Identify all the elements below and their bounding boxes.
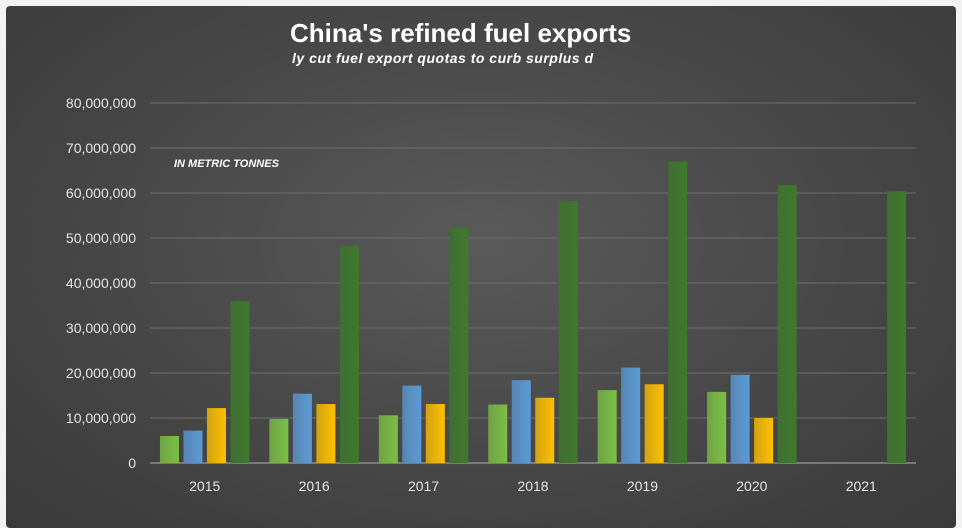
bar-shade bbox=[887, 191, 907, 463]
bar-shade bbox=[449, 227, 469, 463]
chart-title: China's refined fuel exports bbox=[290, 18, 631, 48]
y-tick-label: 80,000,000 bbox=[66, 95, 136, 111]
bar-shade bbox=[269, 418, 289, 463]
units-annotation: IN METRIC TONNES bbox=[174, 158, 280, 170]
bar-shade bbox=[378, 415, 398, 463]
x-tick-label: 2021 bbox=[846, 478, 877, 494]
x-tick-label: 2019 bbox=[627, 478, 658, 494]
bar-shade bbox=[183, 430, 203, 463]
bar-shade bbox=[777, 184, 797, 463]
bar-shade bbox=[644, 384, 664, 463]
bar-shade bbox=[488, 404, 508, 463]
bar-shade bbox=[511, 380, 531, 463]
bar-shade bbox=[230, 301, 250, 463]
gridlines bbox=[150, 102, 916, 464]
x-axis: 2015 2016 2017 2018 2019 2020 2021 bbox=[189, 478, 877, 494]
bar-shade bbox=[339, 246, 359, 463]
y-tick-label: 40,000,000 bbox=[66, 275, 136, 291]
bar-shade bbox=[159, 436, 179, 463]
bar-shade bbox=[668, 161, 688, 463]
y-tick-label: 70,000,000 bbox=[66, 140, 136, 156]
y-tick-label: 20,000,000 bbox=[66, 365, 136, 381]
bar-shade bbox=[292, 393, 312, 463]
chart-frame: China's refined fuel exports ly cut fuel… bbox=[6, 6, 956, 528]
bar-chart: China's refined fuel exports ly cut fuel… bbox=[66, 18, 916, 494]
chart-subtitle: ly cut fuel export quotas to curb surplu… bbox=[292, 50, 594, 66]
y-tick-label: 30,000,000 bbox=[66, 320, 136, 336]
x-tick-label: 2016 bbox=[299, 478, 330, 494]
x-tick-label: 2017 bbox=[408, 478, 439, 494]
bar-shade bbox=[730, 374, 750, 463]
bars bbox=[159, 161, 907, 463]
bar-shade bbox=[707, 391, 727, 463]
y-tick-label: 0 bbox=[128, 455, 136, 471]
bar-shade bbox=[425, 404, 445, 463]
bar-shade bbox=[558, 201, 578, 463]
y-tick-label: 50,000,000 bbox=[66, 230, 136, 246]
bar-shade bbox=[621, 367, 641, 463]
x-tick-label: 2018 bbox=[517, 478, 548, 494]
y-tick-label: 60,000,000 bbox=[66, 185, 136, 201]
x-tick-label: 2015 bbox=[189, 478, 220, 494]
bar-shade bbox=[754, 418, 774, 463]
y-tick-label: 10,000,000 bbox=[66, 410, 136, 426]
bar-shade bbox=[597, 390, 617, 463]
y-axis: 0 10,000,000 20,000,000 30,000,000 40,000,00… bbox=[66, 95, 136, 471]
bar-shade bbox=[316, 404, 336, 463]
x-tick-label: 2020 bbox=[736, 478, 767, 494]
bar-shade bbox=[535, 397, 555, 463]
bar-shade bbox=[206, 408, 226, 463]
bar-shade bbox=[402, 385, 422, 463]
